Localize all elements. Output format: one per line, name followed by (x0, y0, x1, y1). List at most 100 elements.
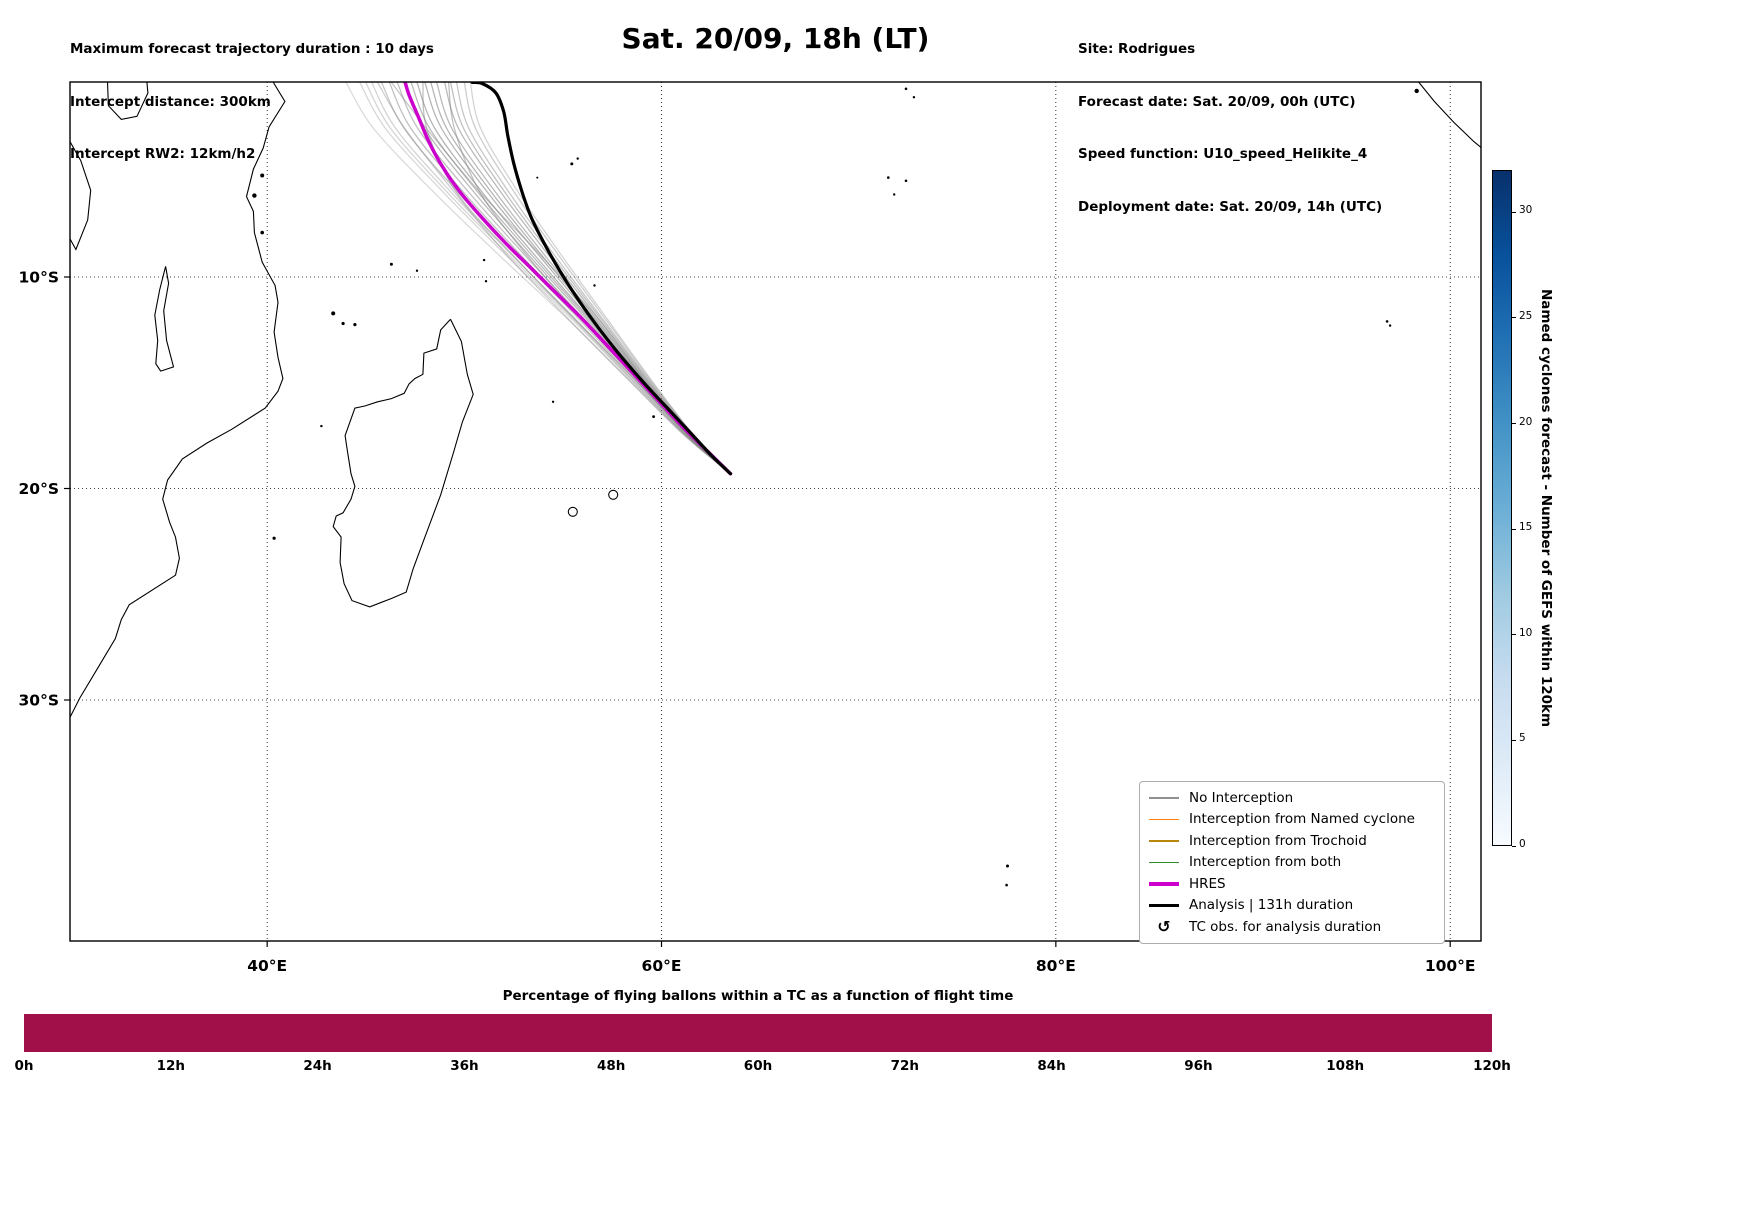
x-tick-label: 100°E (1425, 957, 1476, 975)
annotation-block-left: Maximum forecast trajectory duration : 1… (70, 6, 434, 181)
bottom-tick-label: 60h (743, 1058, 773, 1074)
axis-labels: 40°E 60°E 80°E 100°E 10°S 20°S 30°S (19, 269, 1476, 975)
legend-item-both: Interception from both (1148, 852, 1436, 874)
island-dot (260, 230, 265, 235)
island-dot (893, 193, 896, 196)
plot-frame (69, 81, 1482, 942)
plot-title: Sat. 20/09, 18h (LT) (621, 22, 930, 55)
ensemble-trajectory (390, 82, 732, 475)
colorbar-tick-mark (1512, 211, 1516, 213)
bottom-tick-label: 48h (596, 1058, 626, 1074)
island-dot (570, 162, 574, 166)
island-dot (652, 415, 655, 418)
island-dot (389, 262, 393, 266)
y-tick-label: 10°S (19, 269, 59, 287)
bottom-tick-label: 36h (450, 1058, 479, 1074)
colorbar-tick-label: 25 (1519, 309, 1533, 322)
legend-line-sample (1149, 797, 1179, 799)
colorbar-tick-label: 20 (1519, 415, 1533, 428)
legend-label: HRES (1189, 875, 1226, 892)
bottom-tick-label: 108h (1326, 1058, 1365, 1074)
annotation-block-right: Site: Rodrigues Forecast date: Sat. 20/0… (1078, 6, 1382, 234)
tc-obs-icon: ↺ (1157, 917, 1171, 937)
island-dot (551, 400, 555, 403)
island-dot (536, 176, 539, 179)
legend-item-hres: HRES (1148, 873, 1436, 895)
island-dot (320, 424, 323, 428)
trajectories (345, 82, 733, 476)
colorbar (1492, 170, 1512, 846)
island-dot (887, 176, 890, 179)
annotation-deployment-date: Deployment date: Sat. 20/09, 14h (UTC) (1078, 198, 1383, 215)
bottom-tick-label: 84h (1037, 1058, 1066, 1074)
island-dot (576, 157, 579, 160)
island-dot (482, 258, 486, 262)
legend-item-named-cyclone: Interception from Named cyclone (1148, 809, 1436, 831)
legend-line-sample (1149, 818, 1179, 820)
island-dot (912, 96, 916, 99)
annotation-site: Site: Rodrigues (1078, 41, 1196, 57)
ensemble-trajectory (376, 82, 732, 475)
annotation-intercept-rw2: Intercept RW2: 12km/h2 (70, 146, 256, 162)
colorbar-tick-mark (1512, 634, 1516, 636)
colorbar-tick-mark (1512, 317, 1516, 319)
legend-line-sample (1149, 861, 1179, 863)
island-dot (331, 311, 336, 316)
colorbar-tick-label: 30 (1519, 204, 1533, 217)
bottom-tick-label: 24h (303, 1058, 332, 1074)
colorbar-tick-label: 15 (1519, 521, 1533, 534)
annotation-intercept-distance: Intercept distance: 300km (70, 93, 271, 110)
legend-item-tc-obs: ↺ TC obs. for analysis duration (1148, 916, 1436, 938)
legend-swatch-both (1148, 861, 1180, 863)
africa-coastline (70, 82, 286, 719)
ensemble-trajectory (365, 82, 732, 475)
island-outline (567, 506, 578, 517)
legend-label: No Interception (1189, 789, 1294, 806)
legend-line-sample (1149, 840, 1179, 842)
island-dot (593, 284, 596, 287)
ensemble-trajectory (449, 82, 732, 475)
legend-label: Interception from both (1189, 854, 1342, 871)
island-dot (904, 179, 908, 183)
legend-item-no-interception: No Interception (1148, 787, 1436, 809)
legend-swatch-hres (1148, 882, 1180, 886)
x-tick-label: 40°E (247, 957, 287, 975)
island-dot (1414, 88, 1419, 94)
legend-item-trochoid: Interception from Trochoid (1148, 830, 1436, 852)
lake-malawi-outline (154, 266, 175, 372)
x-tick-label: 80°E (1036, 957, 1076, 975)
legend-swatch-trochoid (1148, 840, 1180, 842)
island-dot (1385, 320, 1389, 323)
ensemble-trajectory (455, 82, 732, 475)
ensemble-trajectory (422, 82, 732, 475)
island-dot (353, 323, 357, 327)
ensemble-trajectory (345, 82, 732, 475)
ensemble-trajectory (416, 82, 732, 475)
legend-swatch-analysis (1148, 903, 1180, 907)
legend-item-analysis: Analysis | 131h duration (1148, 895, 1436, 917)
island-dot (1006, 864, 1009, 868)
island-dot (341, 321, 345, 326)
y-tick-label: 20°S (19, 480, 59, 498)
bottom-tick-label: 96h (1184, 1058, 1213, 1074)
colorbar-tick-label: 0 (1519, 838, 1526, 850)
colorbar-tick-label: 5 (1519, 732, 1526, 745)
colorbar-label: Named cyclones forecast - Number of GEFS… (1538, 288, 1554, 728)
legend-label: Interception from Trochoid (1189, 832, 1367, 849)
legend-line-sample (1149, 903, 1179, 907)
island-dot (260, 173, 265, 178)
coastlines (70, 82, 1481, 887)
x-tick-label: 60°E (642, 957, 682, 975)
island-dot (415, 269, 419, 272)
bottom-tick-label: 72h (890, 1058, 919, 1074)
legend-swatch-named-cyclone (1148, 818, 1180, 820)
colorbar-tick-mark (1512, 845, 1516, 847)
annotation-forecast-date: Forecast date: Sat. 20/09, 00h (UTC) (1078, 93, 1356, 110)
analysis-trajectory (470, 82, 733, 476)
ensemble-trajectory (447, 82, 732, 475)
colorbar-tick-mark (1512, 739, 1516, 741)
island-dot (904, 87, 908, 91)
lake-tanganyika-outline (70, 141, 92, 251)
colorbar-tick-mark (1512, 528, 1516, 530)
